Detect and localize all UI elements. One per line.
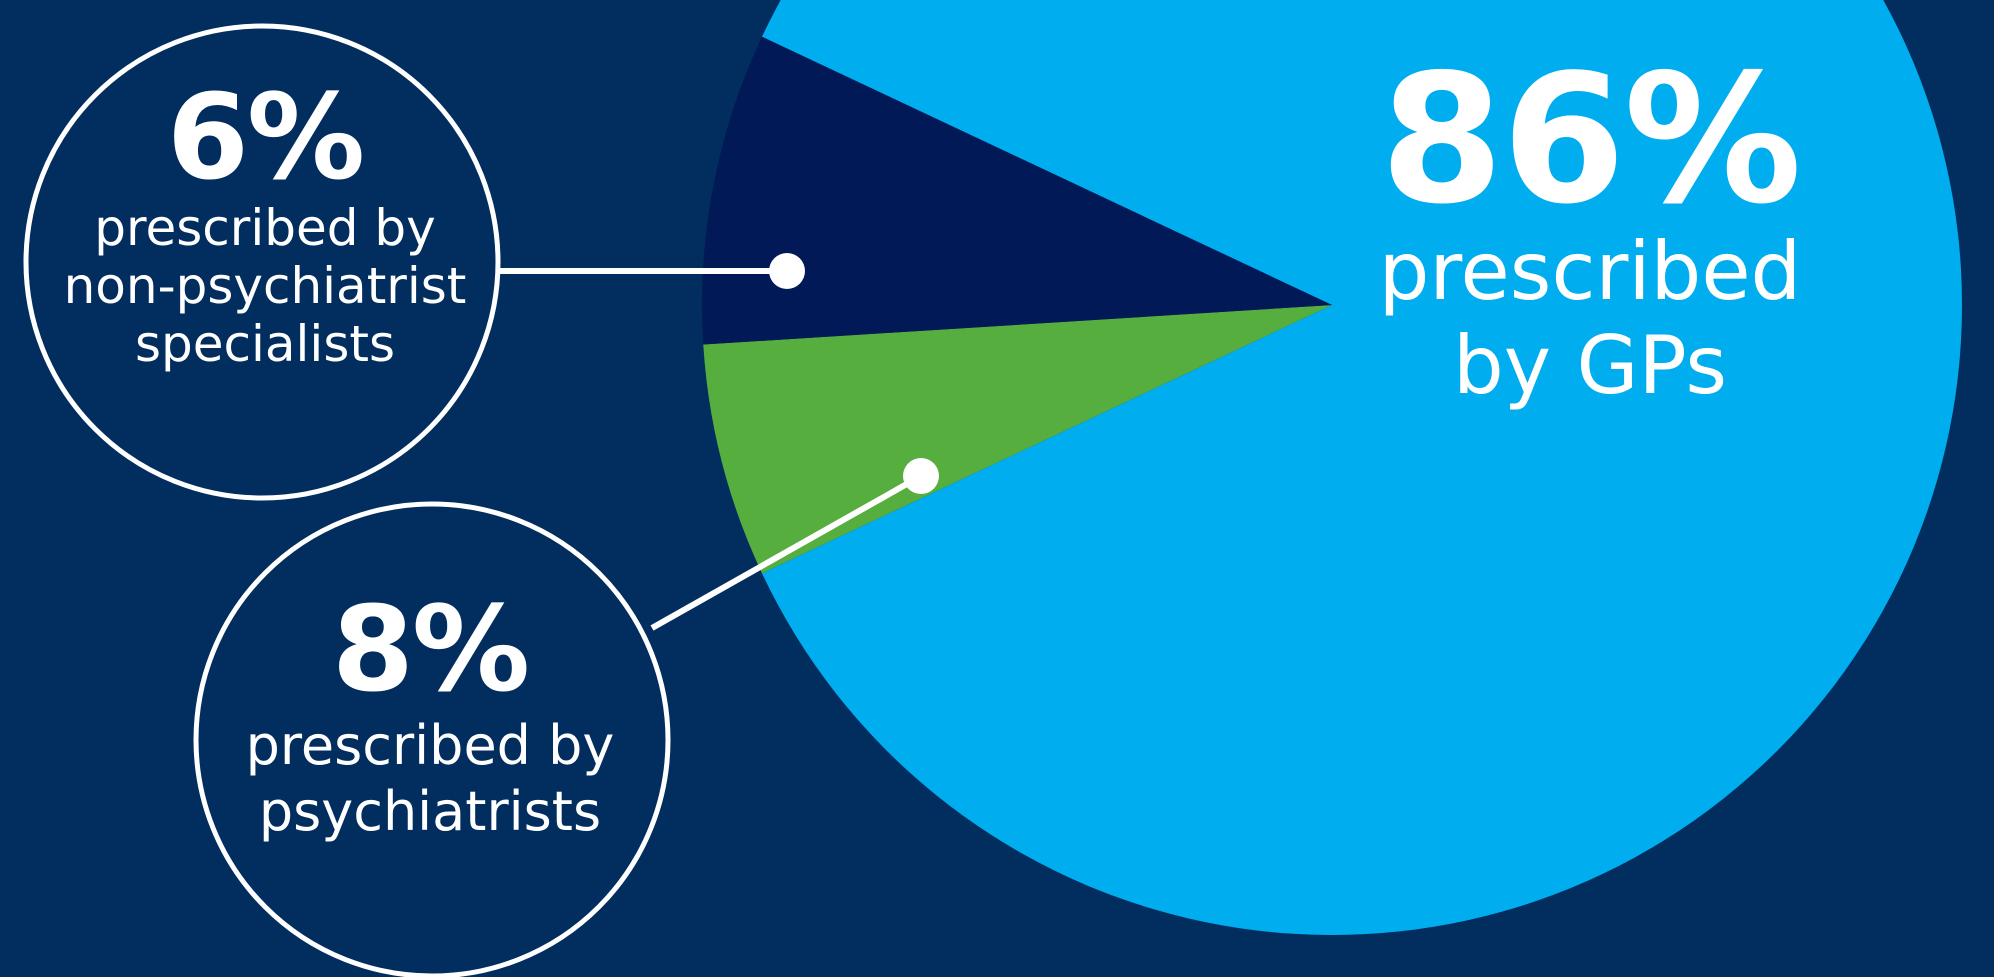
psychiatrists-label: 8% prescribed by psychiatrists xyxy=(200,585,660,845)
pie-slice-psychiatrists xyxy=(702,36,1332,345)
specialists-percent: 6% xyxy=(166,68,365,206)
pie-slice-non-psychiatrist-specialists xyxy=(703,305,1332,574)
gps-label: 86% prescribed by GPs xyxy=(1330,36,1850,413)
psychiatrists-callout-circle xyxy=(193,501,671,977)
psychiatrists-leader-line xyxy=(650,473,923,631)
gps-text-line-2: by GPs xyxy=(1452,319,1728,412)
psychiatrists-percent: 8% xyxy=(331,580,530,718)
psychiatrists-leader-dot xyxy=(903,458,939,494)
specialists-label: 6% prescribed by non-psychiatrist specia… xyxy=(30,75,500,373)
psychiatrists-text-line-1: prescribed by xyxy=(245,714,615,777)
callouts xyxy=(23,23,939,977)
specialists-text-line-3: specialists xyxy=(134,315,396,373)
specialists-text-line-2: non-psychiatrist xyxy=(63,257,467,315)
pie-slices xyxy=(702,0,1962,935)
pie-slice-gps xyxy=(761,0,1962,935)
specialists-text-line-1: prescribed by xyxy=(94,199,436,257)
specialists-leader-dot xyxy=(769,253,805,289)
gps-percent: 86% xyxy=(1379,36,1802,243)
gps-text-line-1: prescribed xyxy=(1378,225,1802,318)
psychiatrists-text-line-2: psychiatrists xyxy=(258,780,602,843)
specialists-callout-circle xyxy=(23,23,501,501)
